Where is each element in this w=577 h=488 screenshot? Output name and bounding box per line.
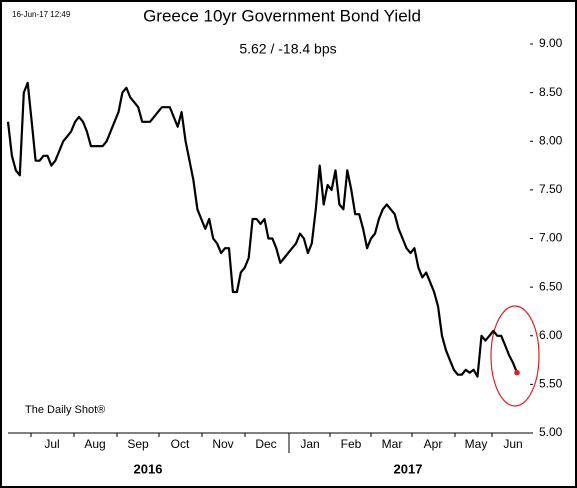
y-tick-label: 5.50	[539, 377, 563, 391]
y-tick-label: 8.50	[539, 85, 563, 99]
x-tick-label: Feb	[341, 437, 362, 451]
last-point	[514, 369, 520, 376]
x-tick-label: Jun	[503, 437, 522, 451]
timestamp: 16-Jun-17 12:49	[12, 10, 71, 19]
annotation: The Daily Shot®	[25, 404, 105, 416]
y-tick-label: 6.50	[539, 279, 563, 293]
x-tick-label: Dec	[255, 437, 276, 451]
x-tick-label: Mar	[382, 437, 403, 451]
line-series	[6, 81, 519, 378]
y-tick-label: 7.50	[539, 182, 563, 196]
subtitle: 5.62 / -18.4 bps	[239, 41, 336, 57]
x-tick-label: Nov	[212, 437, 233, 451]
x-tick-label: Jan	[300, 437, 319, 451]
x-tick-label: May	[465, 437, 488, 451]
y-tick-label: 8.00	[539, 133, 563, 147]
year-label: 2016	[134, 461, 163, 476]
highlight-ellipse	[490, 305, 540, 407]
x-tick-label: Aug	[84, 437, 105, 451]
chart-title: Greece 10yr Government Bond Yield	[143, 6, 421, 25]
year-label: 2017	[394, 461, 423, 476]
x-tick-label: Jul	[44, 437, 59, 451]
x-tick-label: Sep	[127, 437, 149, 451]
y-tick-label: 5.00	[539, 425, 563, 439]
x-tick-label: Oct	[171, 437, 190, 451]
y-tick-label: 6.00	[539, 328, 563, 342]
y-tick-label: 9.00	[539, 36, 563, 50]
x-tick-label: Apr	[424, 437, 443, 451]
y-tick-label: 7.00	[539, 231, 563, 245]
